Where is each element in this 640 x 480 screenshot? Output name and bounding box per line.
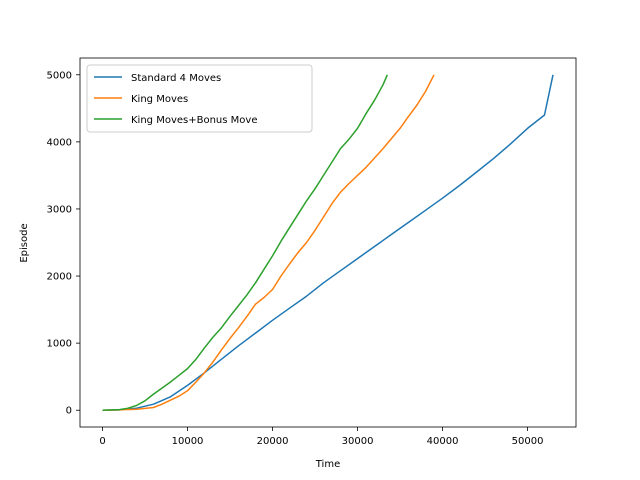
y-axis-label: Episode	[19, 223, 30, 262]
legend-box	[86, 64, 313, 133]
y-tick-label: 5000	[47, 70, 72, 81]
legend-label-2: King Moves+Bonus Move	[131, 115, 257, 126]
x-tick-label: 30000	[342, 436, 374, 447]
x-tick-label: 0	[99, 436, 105, 447]
y-tick-label: 4000	[47, 137, 72, 148]
x-tick-label: 20000	[257, 436, 289, 447]
legend-label-0: Standard 4 Moves	[131, 73, 221, 84]
series-line-2	[102, 74, 388, 411]
x-axis-label: Time	[315, 459, 340, 470]
legend-label-1: King Moves	[131, 94, 188, 105]
x-tick-label: 10000	[172, 436, 204, 447]
series-line-1	[102, 74, 435, 411]
series-line-0	[102, 74, 554, 411]
plot-area	[79, 57, 577, 428]
y-axis-ticks: 0 1000 2000 3000 4000 5000	[47, 70, 80, 417]
series-lines	[102, 74, 554, 411]
x-tick-label: 50000	[512, 436, 544, 447]
x-tick-label: 40000	[427, 436, 459, 447]
legend: Standard 4 Moves King Moves King Moves+Bon…	[86, 64, 313, 133]
y-tick-label: 2000	[47, 272, 72, 283]
axes-frame	[79, 57, 577, 428]
y-tick-label: 0	[66, 406, 72, 417]
y-tick-label: 3000	[47, 204, 72, 215]
y-tick-label: 1000	[47, 339, 72, 350]
x-axis-ticks: 0 10000 20000 30000 40000 50000	[99, 427, 543, 447]
